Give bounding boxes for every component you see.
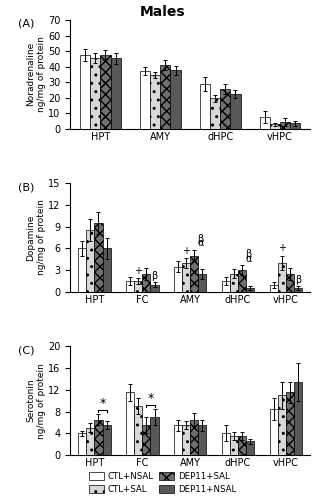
Bar [238,436,246,455]
Bar [286,392,294,455]
Bar [134,281,142,292]
Bar [182,263,190,292]
Bar [150,417,159,455]
Bar [278,395,286,455]
Bar [230,274,238,292]
Bar [230,436,238,455]
Y-axis label: Noradrenaline
ng/mg of protein: Noradrenaline ng/mg of protein [26,36,46,113]
Y-axis label: Dopamine
ng/mg of protein: Dopamine ng/mg of protein [26,200,46,276]
Bar [86,428,94,455]
Text: α: α [245,254,252,264]
Text: (B): (B) [18,182,34,192]
Text: +: + [182,246,190,256]
Bar [222,433,230,455]
Bar [246,442,254,455]
Bar [150,75,160,129]
Text: β: β [295,274,301,284]
Bar [294,382,302,455]
Text: β: β [151,271,158,281]
Bar [78,433,86,455]
Bar [294,288,302,292]
Bar [246,288,254,292]
Bar [278,263,286,292]
Bar [126,392,134,455]
Text: *: * [147,392,153,404]
Bar [200,84,210,129]
Bar [150,284,159,292]
Text: β: β [197,234,203,243]
Bar [94,223,102,292]
Bar [190,256,198,292]
Bar [102,248,111,292]
Bar [270,124,280,129]
Bar [238,270,246,292]
Bar [280,122,290,129]
Bar [134,406,142,455]
Bar [270,409,278,455]
Bar [174,425,182,455]
Text: β: β [245,249,251,259]
Bar [102,425,111,455]
Bar [174,266,182,292]
Bar [290,124,300,129]
Bar [80,55,90,129]
Text: (C): (C) [18,345,34,355]
Text: *: * [99,397,106,410]
Bar [270,284,278,292]
Bar [222,281,230,292]
Bar [230,94,240,129]
Bar [210,98,220,129]
Bar [90,58,100,129]
Text: Males: Males [140,5,185,19]
Text: +: + [278,244,286,254]
Bar [198,425,206,455]
Bar [140,72,150,129]
Bar [170,70,181,129]
Text: (A): (A) [18,19,34,29]
Text: +: + [134,266,142,276]
Text: α: α [197,238,203,248]
Bar [286,274,294,292]
Bar [94,420,102,455]
Bar [111,58,121,129]
Bar [78,248,86,292]
Bar [100,55,110,129]
Bar [126,281,134,292]
Y-axis label: Serotonin
ng/mg of protein: Serotonin ng/mg of protein [26,362,46,438]
Bar [190,420,198,455]
Bar [198,274,206,292]
Bar [160,65,170,129]
Bar [142,274,150,292]
Bar [142,425,150,455]
Bar [86,230,94,292]
Bar [260,117,270,129]
Legend: CTL+NSAL, CTL+SAL, DEP11+SAL, DEP11+NSAL: CTL+NSAL, CTL+SAL, DEP11+SAL, DEP11+NSAL [87,470,238,496]
Bar [182,425,190,455]
Bar [220,89,230,129]
